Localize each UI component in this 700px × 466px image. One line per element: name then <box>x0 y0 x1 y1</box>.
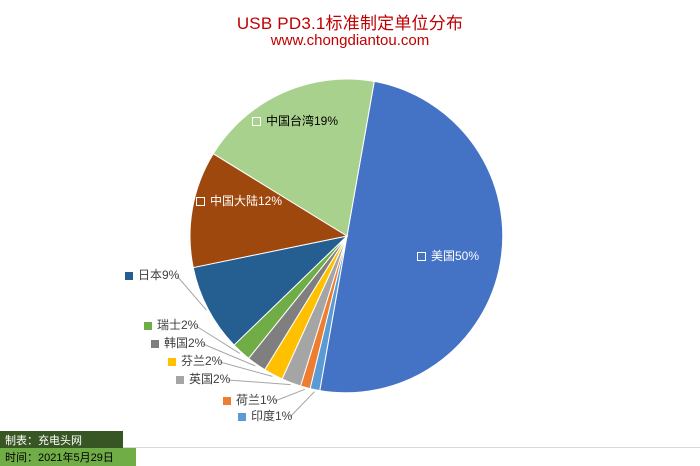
bottom-gridline <box>0 447 700 448</box>
pie-slice-中国大陆 <box>189 153 349 269</box>
pie-slice-日本 <box>192 235 349 346</box>
leader-line-韩国 <box>202 343 256 367</box>
leader-line-日本 <box>176 275 207 311</box>
leader-line-瑞士 <box>195 325 241 354</box>
leader-line-印度 <box>289 391 315 418</box>
chart-title: USB PD3.1标准制定单位分布 <box>236 14 464 33</box>
footer-maker: 制表：充电头网 <box>0 431 123 448</box>
leader-line-英国 <box>227 379 291 386</box>
chart-subtitle: www.chongdiantou.com <box>270 32 430 49</box>
footer-date: 时间：2021年5月29日 <box>0 448 136 466</box>
leader-line-芬兰 <box>219 361 273 377</box>
pie-slice-美国 <box>319 80 504 394</box>
leader-line-荷兰 <box>274 388 305 402</box>
